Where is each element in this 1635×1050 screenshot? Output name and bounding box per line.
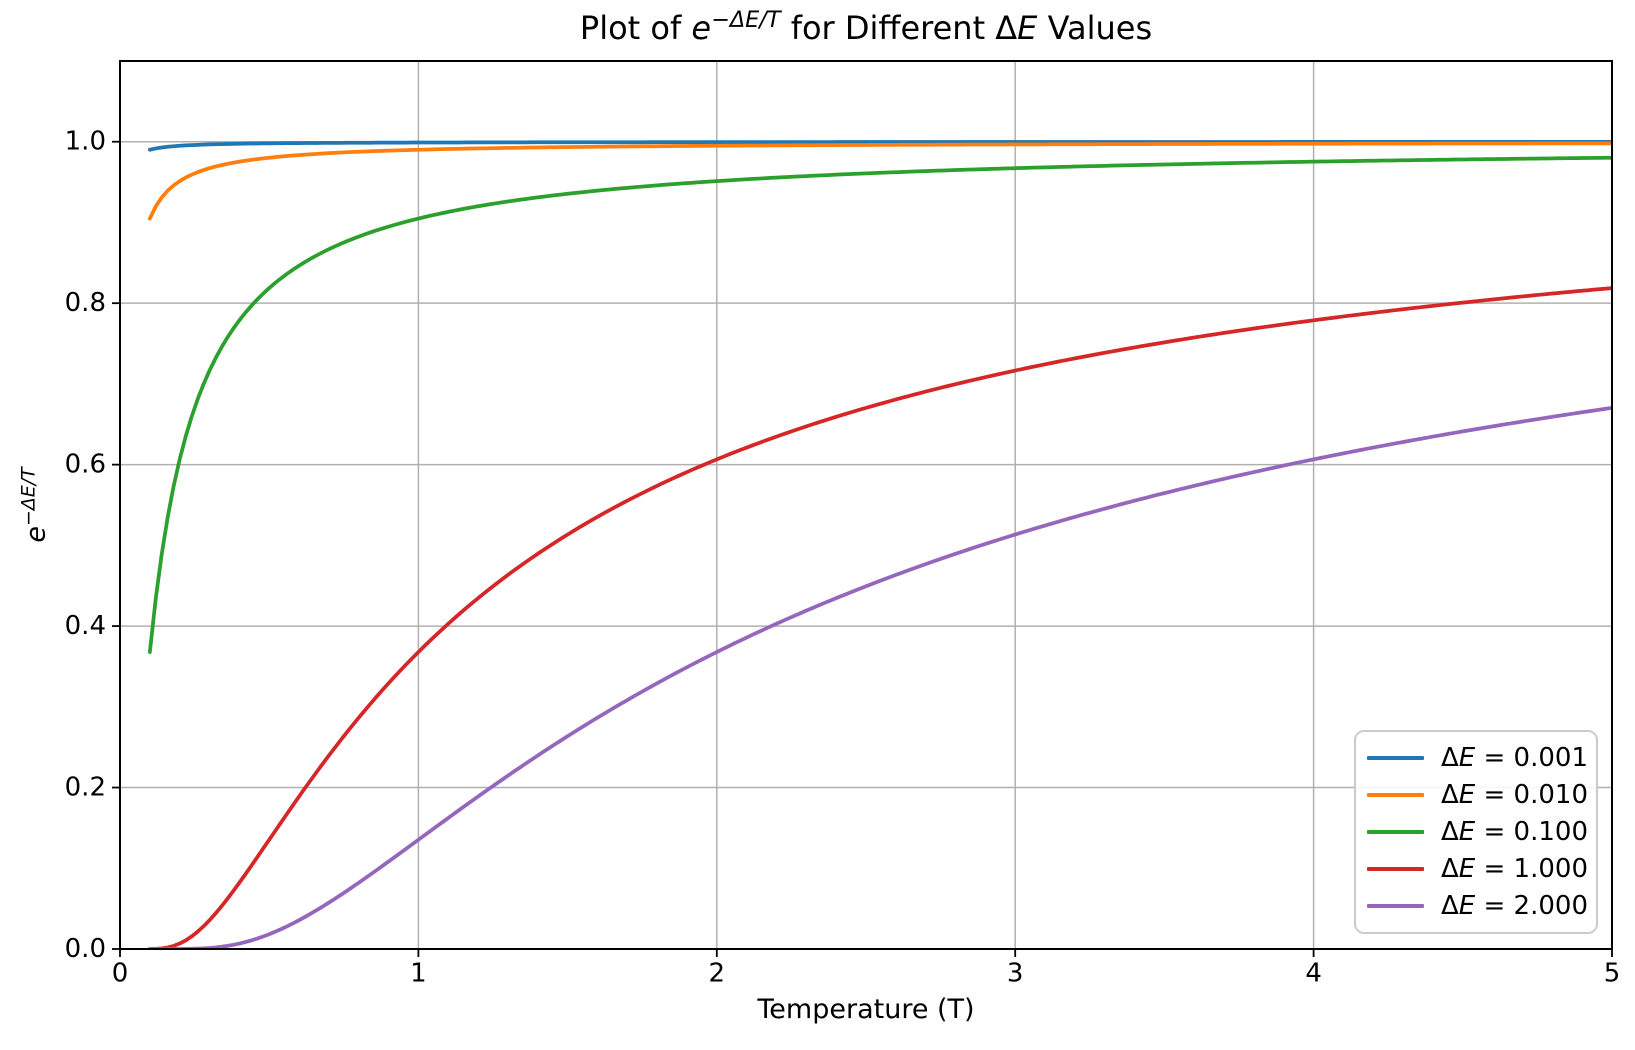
legend-label-0: ΔE = 0.001 <box>1441 743 1588 773</box>
curve-series-2 <box>147 155 1612 654</box>
title-text-1: Plot of <box>579 9 692 47</box>
legend-row-4: ΔE = 2.000 <box>1356 891 1596 921</box>
legend-row-3: ΔE = 1.000 <box>1356 854 1596 884</box>
x-tick-label-2: 2 <box>709 958 726 988</box>
curve-series-3 <box>147 286 1612 949</box>
legend-line-sample-4 <box>1367 904 1424 909</box>
legend-row-2: ΔE = 0.100 <box>1356 817 1596 847</box>
x-tick-label-1: 1 <box>410 958 427 988</box>
legend-line-sample-1 <box>1367 792 1424 797</box>
legend-value: = 0.010 <box>1475 779 1588 810</box>
axes-spines <box>119 60 1613 950</box>
legend-e-symbol: E <box>1458 742 1476 773</box>
legend-line-sample-3 <box>1367 867 1424 872</box>
y-tick-label-0.2: 0.2 <box>65 773 106 803</box>
y-label-exponent: −ΔE/T <box>17 467 40 526</box>
legend-e-symbol: E <box>1458 854 1476 885</box>
title-text-3: Values <box>1037 9 1153 47</box>
legend-label-4: ΔE = 2.000 <box>1441 891 1588 921</box>
curves-group <box>147 140 1612 949</box>
legend-delta-symbol: Δ <box>1441 854 1459 885</box>
legend-label-3: ΔE = 1.000 <box>1441 854 1588 884</box>
legend-label-1: ΔE = 0.010 <box>1441 780 1588 810</box>
legend-value: = 1.000 <box>1475 854 1588 885</box>
legend-line-sample-2 <box>1367 829 1424 834</box>
curve-series-4 <box>147 405 1612 949</box>
legend-e-symbol: E <box>1458 816 1476 847</box>
legend-line-sample-0 <box>1367 755 1424 760</box>
y-axis-label: e−ΔE/T <box>17 467 52 543</box>
y-tick-label-1: 1.0 <box>65 127 106 157</box>
x-tick-label-3: 3 <box>1007 958 1024 988</box>
y-tick-label-0.8: 0.8 <box>65 288 106 318</box>
legend-delta-symbol: Δ <box>1441 742 1459 773</box>
legend-label-2: ΔE = 0.100 <box>1441 817 1588 847</box>
chart-title: Plot of e−ΔE/T for Different ΔE Values <box>120 6 1612 47</box>
legend-value: = 2.000 <box>1475 891 1588 922</box>
legend-delta-symbol: Δ <box>1441 816 1459 847</box>
legend-value: = 0.100 <box>1475 816 1588 847</box>
legend-e-symbol: E <box>1458 779 1476 810</box>
legend-delta-symbol: Δ <box>1441 779 1459 810</box>
legend-row-0: ΔE = 0.001 <box>1356 743 1596 773</box>
x-tick-label-5: 5 <box>1604 958 1621 988</box>
legend-delta-symbol: Δ <box>1441 891 1459 922</box>
title-exp-base: e <box>691 9 712 47</box>
y-label-base: e <box>20 525 52 543</box>
curve-series-1 <box>147 141 1612 221</box>
x-axis-label: Temperature (T) <box>757 994 975 1025</box>
legend-e-symbol: E <box>1458 891 1476 922</box>
y-tick-label-0.6: 0.6 <box>65 450 106 480</box>
y-tick-label-0.4: 0.4 <box>65 611 106 641</box>
x-tick-label-0: 0 <box>112 958 129 988</box>
legend-row-1: ΔE = 0.010 <box>1356 780 1596 810</box>
title-delta-symbol: Δ <box>995 9 1018 47</box>
title-e-symbol: E <box>1017 9 1038 47</box>
x-tick-label-4: 4 <box>1305 958 1322 988</box>
title-text-2: for Different <box>780 9 996 47</box>
legend-value: = 0.001 <box>1475 742 1588 773</box>
y-tick-label-0: 0.0 <box>65 934 106 964</box>
title-exponent: −ΔE/T <box>711 6 781 33</box>
legend-box: ΔE = 0.001 ΔE = 0.010 ΔE = 0.100 ΔE = 1.000… <box>1354 730 1598 934</box>
